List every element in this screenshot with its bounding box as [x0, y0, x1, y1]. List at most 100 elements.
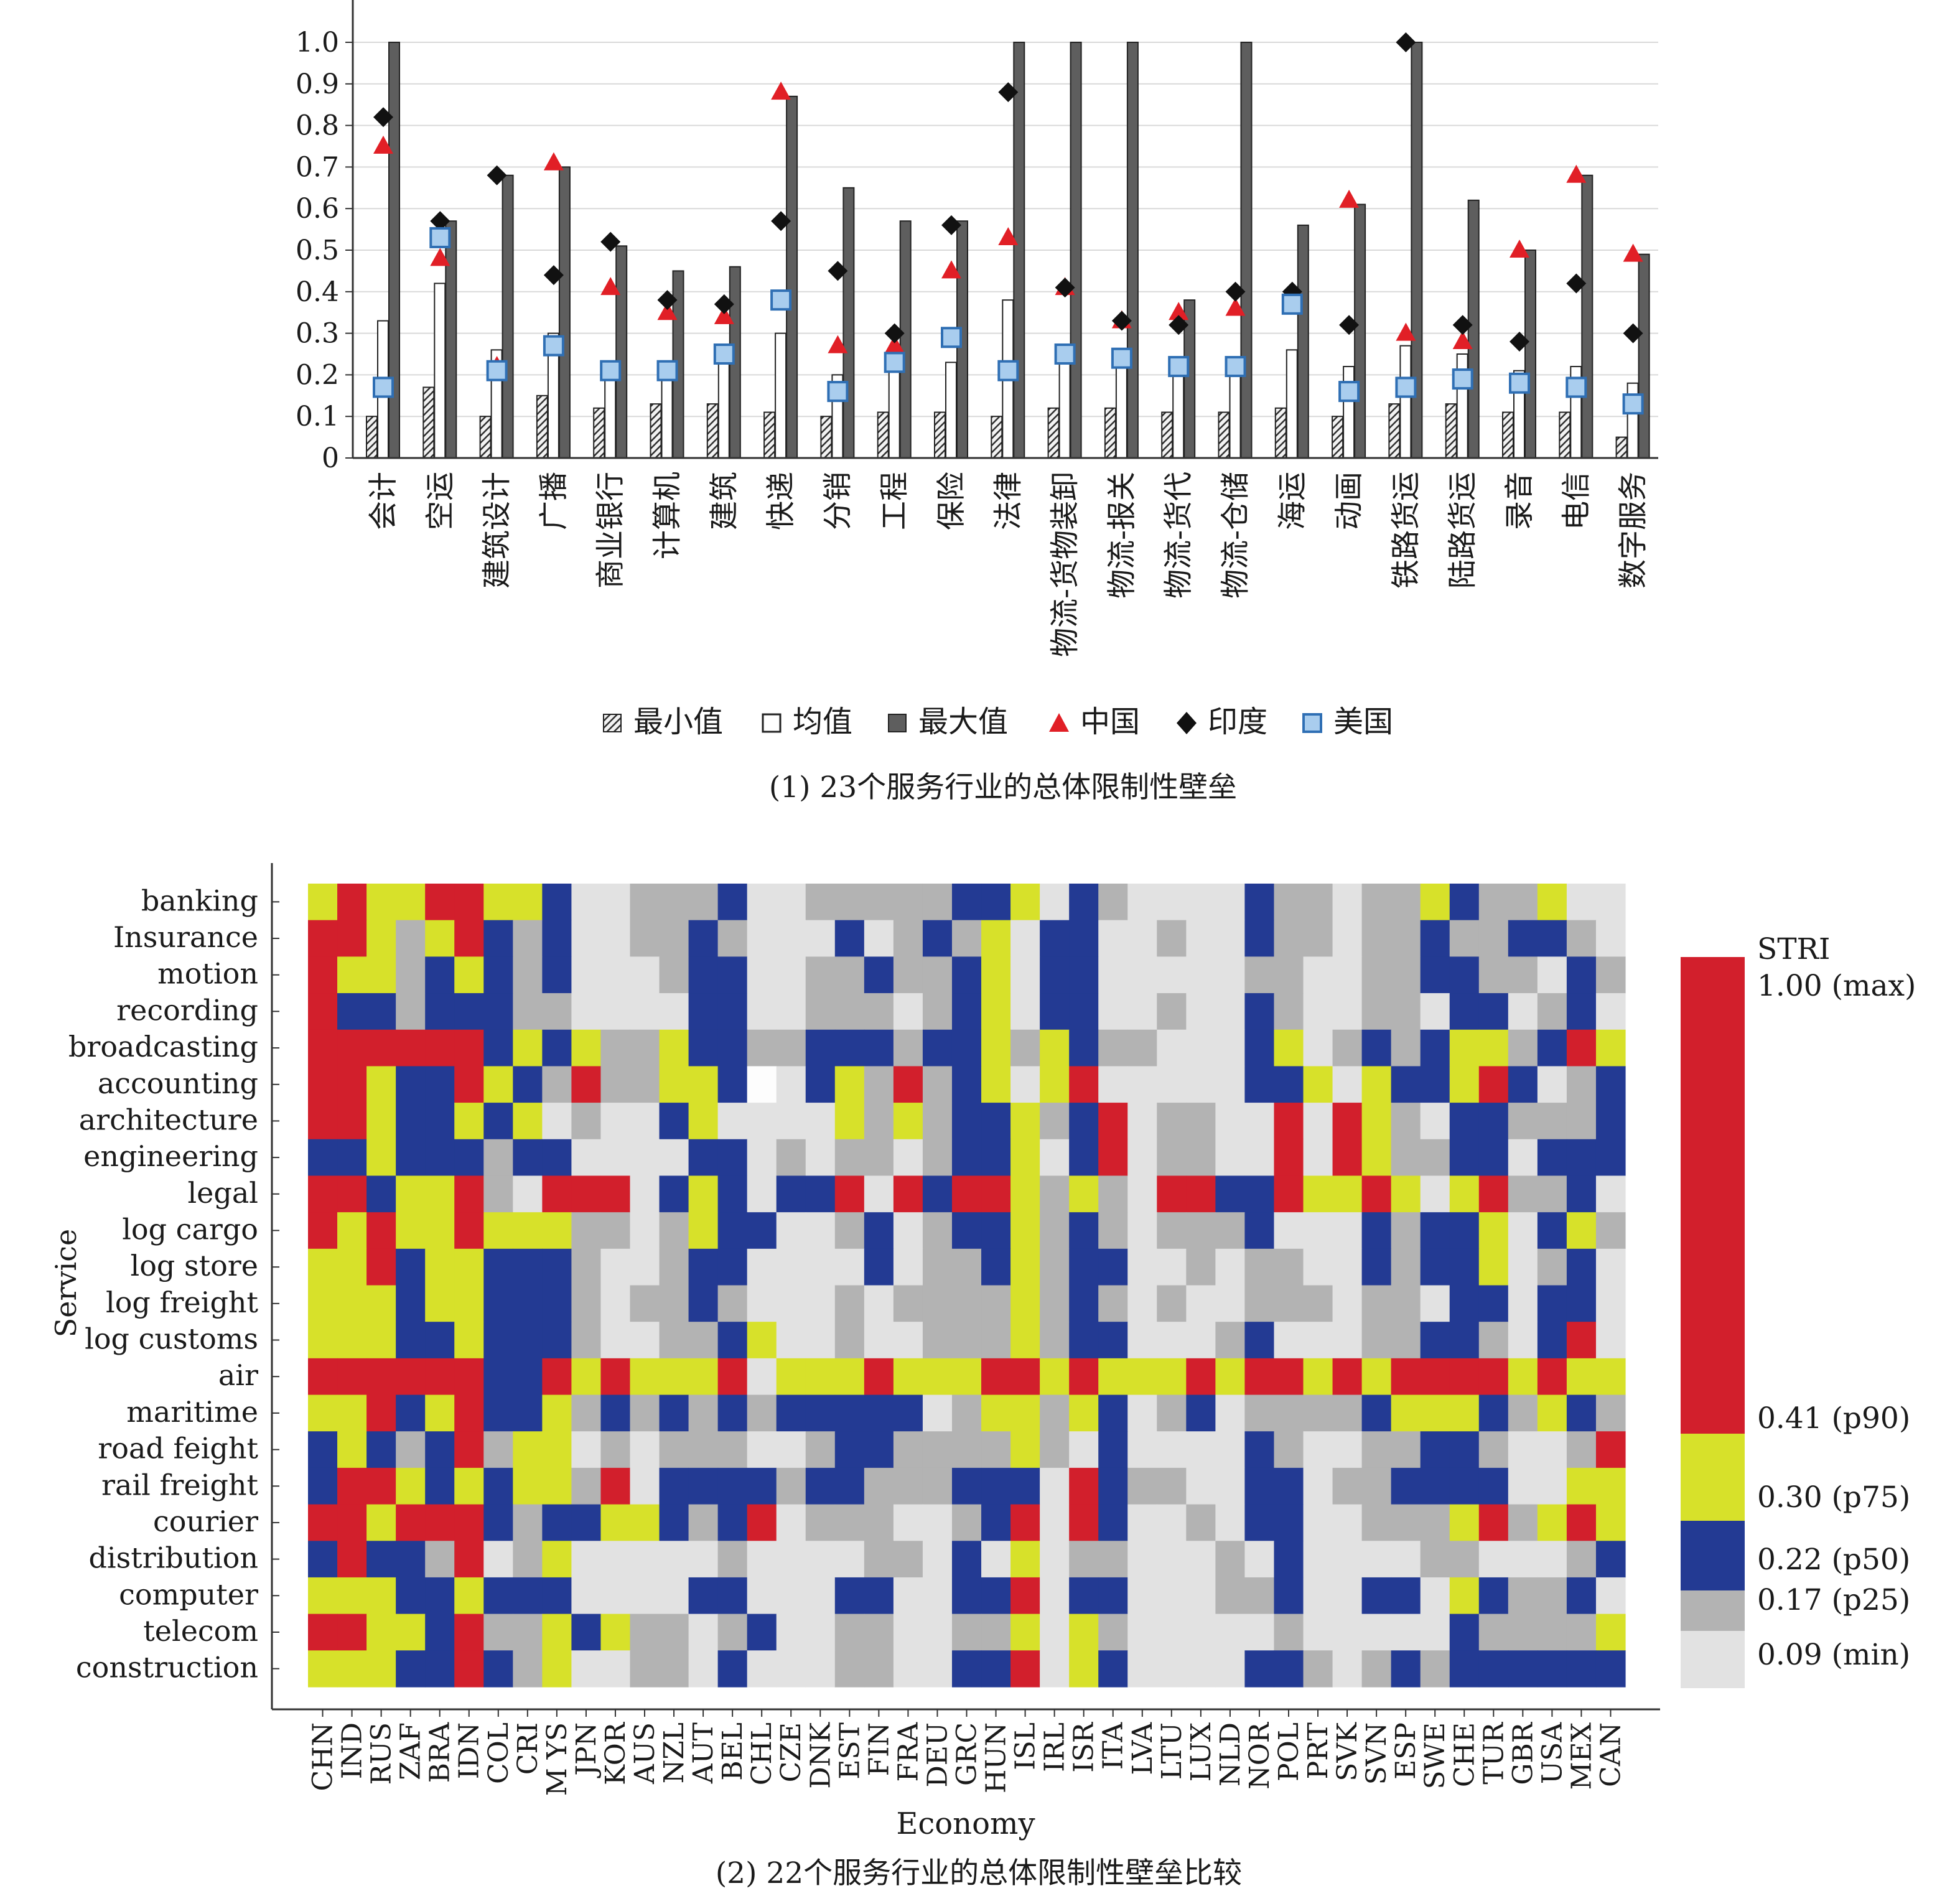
heatmap-cell: [542, 1358, 572, 1396]
heatmap-cell: [1127, 1467, 1157, 1505]
bar-max: [1467, 199, 1480, 459]
heatmap-cell: [1595, 1650, 1626, 1688]
column-label: ESP: [1390, 1722, 1422, 1780]
heatmap-cell: [1069, 1650, 1099, 1688]
heatmap-cell: [1127, 993, 1157, 1030]
marker-usa: [1622, 393, 1644, 415]
heatmap-cell: [1566, 884, 1597, 921]
heatmap-cell: [1010, 1577, 1040, 1615]
heatmap-cell: [834, 1504, 865, 1541]
heatmap-cell: [308, 884, 338, 921]
heatmap-cell: [747, 1541, 777, 1578]
heatmap-cell: [1332, 1394, 1363, 1432]
heatmap-cell: [1449, 1467, 1480, 1505]
heatmap-cell: [1332, 1139, 1363, 1177]
marker-usa: [770, 289, 792, 311]
heatmap-cell: [1361, 1212, 1392, 1249]
bar-min: [1274, 407, 1287, 459]
heatmap-cell: [483, 993, 513, 1030]
heatmap-cell: [981, 1248, 1011, 1286]
bar-mean: [1058, 353, 1071, 459]
heatmap-cell: [1010, 1504, 1040, 1541]
bar-max: [558, 166, 571, 459]
heatmap-cell: [1244, 1285, 1275, 1322]
heatmap-cell: [1274, 1029, 1304, 1067]
heatmap-cell: [308, 1248, 338, 1286]
heatmap-cell: [659, 1175, 689, 1213]
heatmap-cell: [1303, 1577, 1333, 1615]
column-label: NLD: [1215, 1722, 1246, 1786]
heatmap-cell: [1040, 1504, 1070, 1541]
heatmap-cell: [776, 1577, 806, 1615]
heatmap-cell: [1274, 1650, 1304, 1688]
heatmap-cell: [951, 1613, 982, 1651]
heatmap-cell: [1332, 1175, 1363, 1213]
heatmap-cell: [337, 1467, 367, 1505]
heatmap-cell: [922, 1322, 953, 1359]
heatmap-cell: [1186, 1431, 1216, 1469]
heatmap-cell: [1098, 1541, 1128, 1578]
column-label: SWE: [1419, 1722, 1451, 1790]
heatmap-cell: [571, 920, 602, 957]
heatmap-cell: [1244, 1103, 1275, 1140]
marker-usa: [1509, 372, 1530, 394]
heatmap-cell: [1332, 1613, 1363, 1651]
heatmap-cell: [337, 1322, 367, 1359]
heatmap-cell: [1274, 1613, 1304, 1651]
x-tick-label: 铁路货运: [1389, 472, 1423, 589]
heatmap-cell: [542, 1175, 572, 1213]
heatmap-panel: bankingInsurancemotionrecordingbroadcast…: [49, 863, 1916, 1890]
marker-india: [543, 265, 564, 286]
marker-china: [543, 152, 564, 170]
heatmap-cell: [1215, 1285, 1246, 1322]
heatmap-cell: [396, 956, 426, 994]
colorbar-level-label: 0.22 (p50): [1757, 1543, 1910, 1577]
heatmap-cell: [1303, 1139, 1333, 1177]
colorbar-band: [1681, 957, 1745, 1434]
x-tick-label: 陆路货运: [1446, 472, 1480, 589]
heatmap-cell: [483, 1322, 513, 1359]
heatmap-cell: [483, 1577, 513, 1615]
heatmap-cell: [834, 1139, 865, 1177]
heatmap-cell: [747, 1358, 777, 1396]
heatmap-cell: [1010, 1431, 1040, 1469]
heatmap-cell: [1157, 1431, 1187, 1469]
heatmap-cell: [776, 920, 806, 957]
heatmap-cell: [688, 1431, 719, 1469]
heatmap-cell: [864, 1139, 894, 1177]
heatmap-cell: [542, 1650, 572, 1688]
heatmap-cell: [483, 1285, 513, 1322]
heatmap-cell: [1186, 993, 1216, 1030]
heatmap-cell: [1244, 1394, 1275, 1432]
heatmap-cell: [308, 1103, 338, 1140]
marker-india: [1566, 273, 1587, 294]
heatmap-cell: [1098, 1394, 1128, 1432]
heatmap-cell: [630, 1577, 660, 1615]
heatmap-cell: [542, 1029, 572, 1067]
heatmap-cell: [688, 1212, 719, 1249]
heatmap-cell: [1508, 1066, 1538, 1103]
heatmap-cell: [513, 956, 543, 994]
heatmap-cell: [1537, 1358, 1567, 1396]
marker-usa: [941, 327, 962, 348]
heatmap-cell: [1537, 1613, 1567, 1651]
bar-max: [786, 95, 798, 459]
heatmap-cell: [893, 956, 923, 994]
marker-india: [430, 211, 450, 231]
heatmap-cell: [542, 1103, 572, 1140]
y-tick-label: 0.6: [296, 193, 339, 225]
bar-mean: [1286, 349, 1298, 459]
heatmap-cell: [1127, 1358, 1157, 1396]
heatmap-cell: [1537, 1650, 1567, 1688]
heatmap-cell: [1508, 920, 1538, 957]
heatmap-cell: [1449, 1029, 1480, 1067]
heatmap-cell: [1420, 1650, 1450, 1688]
heatmap-cell: [776, 1394, 806, 1432]
heatmap-cell: [366, 1577, 396, 1615]
heatmap-cell: [425, 956, 455, 994]
heatmap-cell: [659, 1431, 689, 1469]
heatmap-cell: [659, 1650, 689, 1688]
heatmap-cell: [1478, 1358, 1509, 1396]
heatmap-cell: [308, 1613, 338, 1651]
heatmap-cell: [542, 1504, 572, 1541]
